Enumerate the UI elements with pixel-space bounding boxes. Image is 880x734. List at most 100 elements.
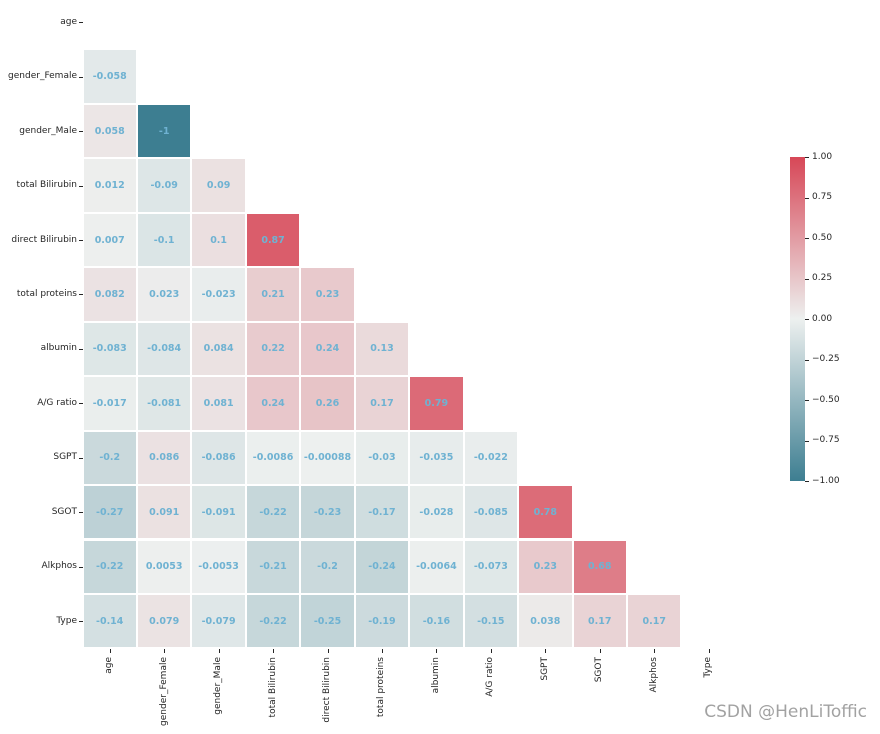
col-label-gender-female: gender_Female: [158, 657, 169, 726]
cell-value: 0.082: [94, 288, 125, 300]
heatmap-cell: -0.023: [191, 267, 246, 322]
heatmap-cell: -0.22: [245, 485, 301, 540]
colorbar-tick: [805, 400, 809, 401]
y-tick: [79, 348, 83, 350]
cell-value: 0.038: [530, 615, 561, 627]
row-label-age: age: [60, 16, 77, 27]
y-tick: [79, 566, 83, 568]
heatmap-cell: -0.14: [82, 593, 137, 649]
heatmap-cell: 0.23: [518, 539, 573, 594]
cell-value: 0.058: [94, 125, 125, 137]
cell-value: 0.0053: [145, 561, 183, 573]
cell-value: -0.058: [92, 71, 127, 83]
cell-value: 0.09: [206, 180, 231, 192]
heatmap-cell: -0.081: [136, 376, 192, 431]
cell-value: 0.084: [203, 343, 234, 355]
heatmap-cell: 0.17: [354, 376, 410, 431]
heatmap-cell: 0.17: [572, 593, 627, 649]
cell-value: -0.00088: [303, 452, 352, 464]
cell-value: 0.1: [210, 234, 228, 246]
heatmap-cell: 0.24: [245, 376, 301, 431]
heatmap-cell: -0.17: [354, 485, 410, 540]
col-label-age: age: [104, 657, 115, 674]
cell-value: -0.081: [147, 397, 182, 409]
heatmap-cell: -0.24: [354, 539, 410, 594]
colorbar-tick: [805, 440, 809, 442]
heatmap-cell: 0.079: [136, 593, 192, 649]
heatmap-cell: 0.084: [191, 321, 246, 377]
row-label-type: Type: [56, 615, 77, 626]
x-tick: [327, 649, 329, 653]
cell-value: -1: [158, 125, 170, 137]
y-tick: [79, 240, 83, 242]
cell-value: 0.24: [315, 343, 340, 355]
col-label-a-g-ratio: A/G ratio: [485, 657, 496, 697]
heatmap-cell: -1: [136, 103, 192, 159]
heatmap-cell: -0.058: [82, 49, 137, 104]
cell-value: -0.2: [99, 452, 121, 464]
heatmap-cell: -0.22: [245, 593, 301, 649]
heatmap-cell: -0.083: [82, 321, 137, 377]
x-tick: [654, 649, 656, 653]
colorbar-tick-label: 0.00: [812, 313, 833, 324]
colorbar-tick-label: 0.75: [812, 192, 833, 202]
colorbar-tick: [805, 319, 809, 320]
heatmap-cell: -0.084: [136, 321, 192, 377]
cell-value: -0.09: [150, 180, 178, 192]
heatmap-cell: 0.091: [136, 485, 192, 540]
x-tick: [218, 649, 220, 653]
cell-value: -0.21: [259, 561, 287, 573]
heatmap-cell: 0.0053: [136, 539, 192, 594]
heatmap-cell: -0.085: [463, 485, 519, 540]
heatmap-cell: 0.68: [572, 539, 627, 594]
x-tick: [381, 649, 383, 653]
cell-value: -0.079: [201, 615, 236, 627]
col-label-alkphos: Alkphos: [648, 657, 659, 693]
colorbar-tick: [805, 278, 809, 280]
heatmap-cell: -0.19: [354, 593, 410, 649]
x-tick: [164, 649, 166, 653]
heatmap-cell: -0.03: [354, 430, 410, 486]
cell-value: -0.22: [96, 561, 124, 573]
heatmap-cell: -0.0086: [245, 430, 301, 486]
cell-value: -0.17: [368, 506, 396, 518]
heatmap-cell: 0.13: [354, 321, 410, 377]
heatmap-cell: 0.22: [245, 321, 301, 377]
colorbar-tick: [805, 359, 809, 361]
col-label-total-bilirubin: total Bilirubin: [267, 657, 278, 718]
heatmap-cell: -0.09: [136, 158, 192, 213]
col-label-sgot: SGOT: [594, 657, 605, 683]
cell-value: 0.87: [261, 234, 285, 246]
cell-value: 0.086: [149, 452, 180, 464]
row-label-a-g-ratio: A/G ratio: [37, 397, 77, 408]
cell-value: 0.13: [370, 343, 394, 355]
cell-value: -0.086: [201, 452, 236, 464]
cell-value: -0.25: [313, 615, 342, 627]
col-label-direct-bilirubin: direct Bilirubin: [322, 657, 333, 723]
cell-value: -0.27: [96, 506, 124, 518]
y-tick: [79, 512, 83, 514]
cell-value: 0.23: [315, 288, 340, 300]
y-tick: [79, 621, 83, 623]
x-tick: [109, 649, 111, 653]
y-tick: [79, 22, 83, 24]
cell-value: 0.012: [94, 180, 125, 192]
cell-value: -0.24: [368, 561, 396, 573]
row-label-sgpt: SGPT: [53, 452, 77, 463]
row-label-alkphos: Alkphos: [41, 561, 77, 572]
heatmap-cell: -0.079: [191, 593, 246, 649]
heatmap-cell: 0.007: [82, 212, 137, 268]
colorbar-tick-label: −0.25: [812, 354, 840, 364]
heatmap-cell: -0.2: [82, 430, 137, 486]
row-label-total-proteins: total proteins: [16, 288, 77, 299]
cell-value: -0.035: [419, 452, 454, 464]
cell-value: -0.14: [96, 615, 124, 627]
x-tick: [599, 649, 601, 653]
cell-value: 0.68: [588, 561, 612, 573]
cell-value: -0.0053: [198, 561, 239, 573]
heatmap-cell: 0.012: [82, 158, 137, 213]
heatmap-cell: 0.24: [300, 321, 355, 377]
heatmap-cell: -0.16: [409, 593, 464, 649]
heatmap-cell: -0.086: [191, 430, 246, 486]
cell-value: -0.0086: [252, 452, 294, 464]
